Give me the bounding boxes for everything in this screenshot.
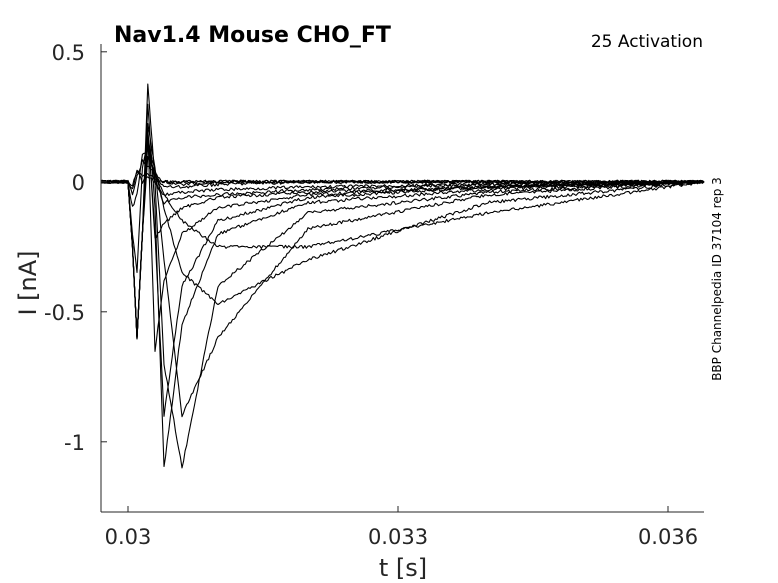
channelpedia-id-label: BBP Channelpedia ID 37104 rep 3 bbox=[710, 177, 724, 381]
chart-subtitle: 25 Activation bbox=[591, 32, 703, 52]
current-trace-12 bbox=[100, 123, 705, 418]
current-trace-7 bbox=[100, 129, 705, 339]
current-trace-9 bbox=[100, 130, 705, 417]
current-trace-10 bbox=[100, 103, 705, 468]
current-trace-5 bbox=[101, 142, 705, 274]
y-tick-label: -1 bbox=[64, 431, 85, 455]
y-tick-label: 0.5 bbox=[52, 41, 85, 65]
y-axis-label: I [nA] bbox=[14, 250, 42, 315]
y-tick-label: -0.5 bbox=[44, 301, 85, 325]
current-trace-14 bbox=[100, 156, 705, 340]
x-tick-label: 0.033 bbox=[368, 525, 428, 549]
current-trace-6 bbox=[101, 134, 705, 340]
y-tick-label: 0 bbox=[72, 171, 85, 195]
current-trace-4 bbox=[100, 148, 705, 207]
current-trace-8 bbox=[100, 127, 705, 352]
current-trace-11 bbox=[100, 83, 705, 469]
x-tick-label: 0.036 bbox=[638, 525, 698, 549]
tick-layer: 0.03 0.033 0.036 0.5 0 -0.5 -1 bbox=[44, 41, 698, 549]
x-tick-label: 0.03 bbox=[105, 525, 152, 549]
traces-layer bbox=[100, 83, 705, 469]
current-trace-13 bbox=[100, 143, 705, 338]
x-axis-label: t [s] bbox=[379, 554, 427, 582]
chart-title: Nav1.4 Mouse CHO_FT bbox=[114, 23, 391, 48]
